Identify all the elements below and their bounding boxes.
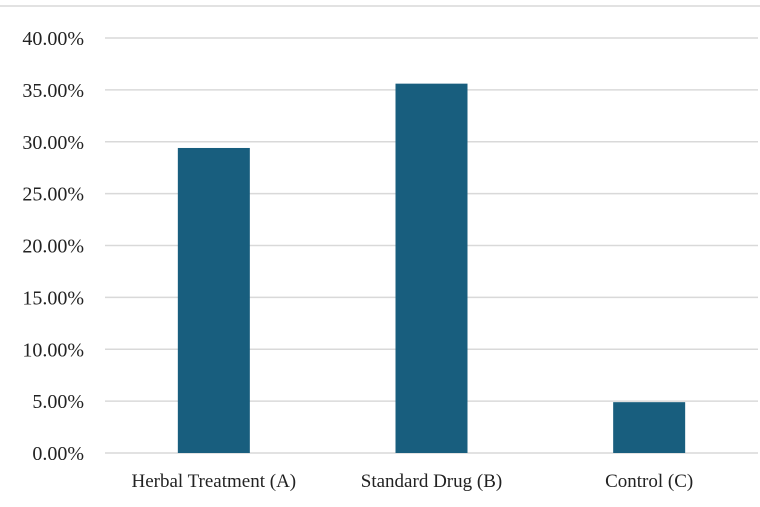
y-tick-label: 30.00% [22, 132, 84, 154]
y-tick-label: 0.00% [32, 443, 84, 465]
y-axis-tick-labels: 0.00% 5.00% 10.00% 15.00% 20.00% 25.00% 30.00%… [22, 28, 84, 465]
y-tick-label: 25.00% [22, 184, 84, 206]
x-category-label: Control (C) [605, 471, 693, 492]
y-tick-label: 35.00% [22, 80, 84, 102]
y-tick-label: 15.00% [22, 287, 84, 309]
bar-1 [395, 83, 468, 454]
y-tick-label: 20.00% [22, 236, 84, 258]
bar-0 [177, 147, 250, 453]
x-axis-category-labels: Herbal Treatment (A) Standard Drug (B) Con… [132, 471, 694, 492]
y-tick-label: 10.00% [22, 339, 84, 361]
y-tick-label: 40.00% [22, 28, 84, 50]
x-category-label: Herbal Treatment (A) [132, 471, 297, 492]
y-tick-label: 5.00% [32, 391, 84, 413]
x-category-label: Standard Drug (B) [361, 471, 502, 492]
bar-2 [613, 402, 686, 453]
bars [177, 83, 686, 454]
